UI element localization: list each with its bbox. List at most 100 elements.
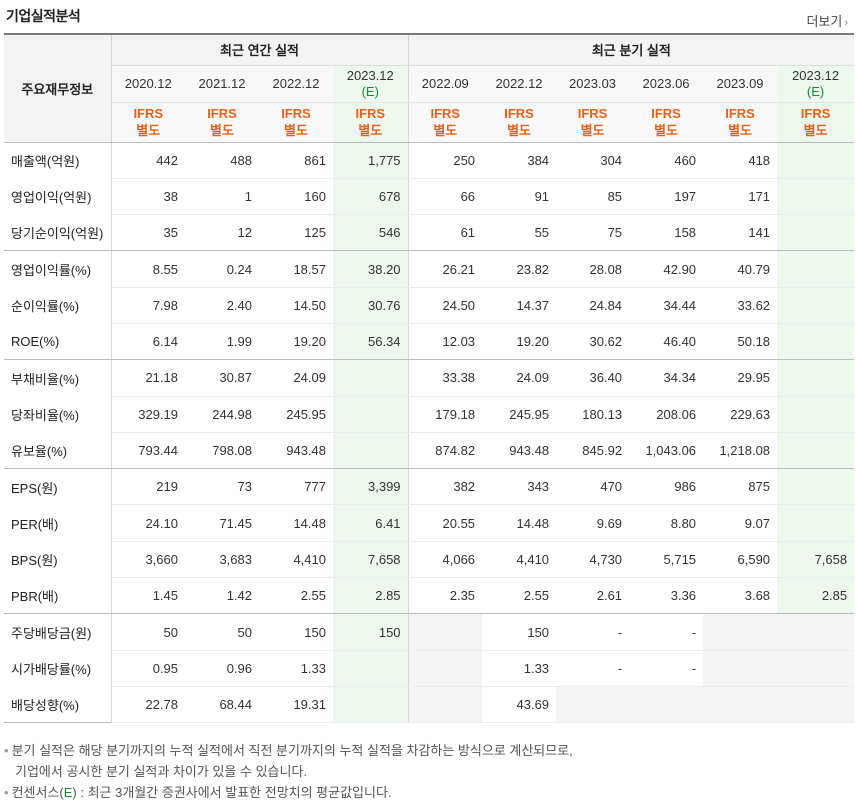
table-cell: 56.34	[333, 323, 409, 361]
ifrs-badge[interactable]: IFRS 별도	[703, 102, 778, 143]
period-label: 2022.12	[495, 75, 543, 91]
ifrs-sub-label: 별도	[580, 123, 605, 138]
table-cell: 75	[556, 214, 630, 252]
table-cell: 793.44	[111, 432, 185, 470]
table-cell: 7,658	[777, 541, 855, 579]
table-cell: 66	[408, 178, 483, 216]
financial-table: 주요재무정보 최근 연간 실적 최근 분기 실적 2020.12 2021.12 2…	[4, 33, 855, 724]
table-cell: 219	[111, 468, 185, 506]
row-label: 매출액(억원)	[4, 142, 112, 179]
ifrs-badge[interactable]: IFRS 별도	[111, 102, 185, 143]
table-cell	[333, 359, 409, 397]
table-cell: 1,775	[333, 142, 409, 179]
table-cell: 2.55	[482, 577, 557, 615]
ifrs-sub-label: 별도	[433, 123, 458, 138]
table-cell: 150	[482, 613, 557, 651]
table-cell: 71.45	[185, 504, 259, 542]
period-header: 2021.12	[185, 65, 259, 103]
table-cell: 875	[703, 468, 778, 506]
period-header: 2022.12	[482, 65, 557, 103]
table-cell: 3.68	[703, 577, 778, 615]
table-cell: 18.57	[259, 250, 333, 288]
table-cell: 384	[482, 142, 557, 179]
table-cell	[777, 686, 855, 724]
ifrs-sub-label: 별도	[654, 123, 678, 138]
table-cell: 179.18	[408, 396, 483, 433]
table-cell: 0.96	[185, 650, 259, 687]
table-cell: 2.40	[185, 287, 259, 324]
table-cell: 1,043.06	[629, 432, 704, 470]
table-cell: 160	[259, 178, 333, 216]
footnote-1: • 분기 실적은 해당 분기까지의 누적 실적에서 직전 분기까지의 누적 실적을…	[4, 743, 573, 758]
table-cell: 8.80	[629, 504, 704, 542]
ifrs-badge[interactable]: IFRS 별도	[556, 102, 630, 143]
table-cell: 180.13	[556, 396, 630, 433]
table-cell	[777, 650, 855, 687]
ifrs-label: IFRS	[577, 106, 608, 121]
table-row: 부채비율(%) 21.18 30.87 24.09 33.38 24.09 36.40 34.…	[4, 359, 855, 397]
table-cell: 1.33	[482, 650, 557, 687]
table-cell: 26.21	[408, 250, 483, 288]
row-header-label: 주요재무정보	[4, 34, 112, 143]
ifrs-label: IFRS	[355, 106, 386, 121]
table-row: 매출액(억원) 442 488 861 1,775 250 384 304 460 418	[4, 142, 855, 179]
table-cell: 150	[333, 613, 409, 651]
period-label: 2023.03	[569, 75, 617, 91]
table-cell	[333, 432, 409, 470]
ifrs-sub-label: 별도	[803, 123, 828, 138]
table-cell: 9.07	[703, 504, 778, 542]
table-row: BPS(원) 3,660 3,683 4,410 7,658 4,066 4,410 4,73…	[4, 541, 855, 579]
row-label: 당좌비율(%)	[4, 396, 112, 433]
table-cell: 798.08	[185, 432, 259, 470]
table-cell: 488	[185, 142, 259, 179]
table-cell: 14.37	[482, 287, 557, 324]
table-cell: 874.82	[408, 432, 483, 470]
table-cell	[703, 650, 778, 687]
table-cell: 442	[111, 142, 185, 179]
period-label: 2022.09	[421, 75, 469, 91]
table-cell: 30.62	[556, 323, 630, 361]
table-cell: 42.90	[629, 250, 704, 288]
table-cell: 43.69	[482, 686, 557, 724]
table-cell: 3,660	[111, 541, 185, 579]
table-cell	[777, 396, 855, 433]
table-row: PER(배) 24.10 71.45 14.48 6.41 20.55 14.48 9.69 8…	[4, 504, 855, 542]
ifrs-badge[interactable]: IFRS 별도	[482, 102, 557, 143]
table-cell: -	[556, 613, 630, 651]
ifrs-badge[interactable]: IFRS 별도	[333, 102, 409, 143]
table-cell: 460	[629, 142, 704, 179]
row-label: 배당성향(%)	[4, 686, 112, 723]
table-row: 당기순이익(억원) 35 12 125 546 61 55 75 158 141	[4, 214, 855, 252]
ifrs-sub-label: 별도	[210, 123, 234, 138]
ifrs-badge[interactable]: IFRS 별도	[777, 102, 855, 143]
table-cell: -	[629, 650, 704, 687]
estimate-mark: (E)	[361, 83, 379, 99]
more-link[interactable]: 더보기 ›	[806, 11, 848, 30]
period-header: 2023.03	[556, 65, 630, 103]
table-cell: 418	[703, 142, 778, 179]
table-cell: 50	[111, 613, 185, 651]
ifrs-badge[interactable]: IFRS 별도	[629, 102, 704, 143]
table-cell: 33.62	[703, 287, 778, 324]
table-cell: 304	[556, 142, 630, 179]
ifrs-label: IFRS	[651, 106, 681, 121]
ifrs-badge[interactable]: IFRS 별도	[185, 102, 259, 143]
ifrs-badge[interactable]: IFRS 별도	[408, 102, 483, 143]
ifrs-badge[interactable]: IFRS 별도	[259, 102, 333, 143]
row-label: 영업이익(억원)	[4, 178, 112, 215]
table-cell: 0.95	[111, 650, 185, 687]
table-cell	[777, 214, 855, 252]
ifrs-sub-label: 별도	[136, 123, 161, 138]
table-cell: 329.19	[111, 396, 185, 433]
period-header: 2023.09	[703, 65, 778, 103]
ifrs-label: IFRS	[430, 106, 461, 121]
table-cell: 4,066	[408, 541, 483, 579]
ifrs-label: IFRS	[133, 106, 164, 121]
period-label: 2023.06	[642, 75, 690, 91]
table-cell: 68.44	[185, 686, 259, 724]
table-cell	[408, 686, 483, 724]
period-label: 2023.12	[792, 67, 840, 83]
table-cell: 1.45	[111, 577, 185, 615]
table-cell: 23.82	[482, 250, 557, 288]
table-cell: 40.79	[703, 250, 778, 288]
